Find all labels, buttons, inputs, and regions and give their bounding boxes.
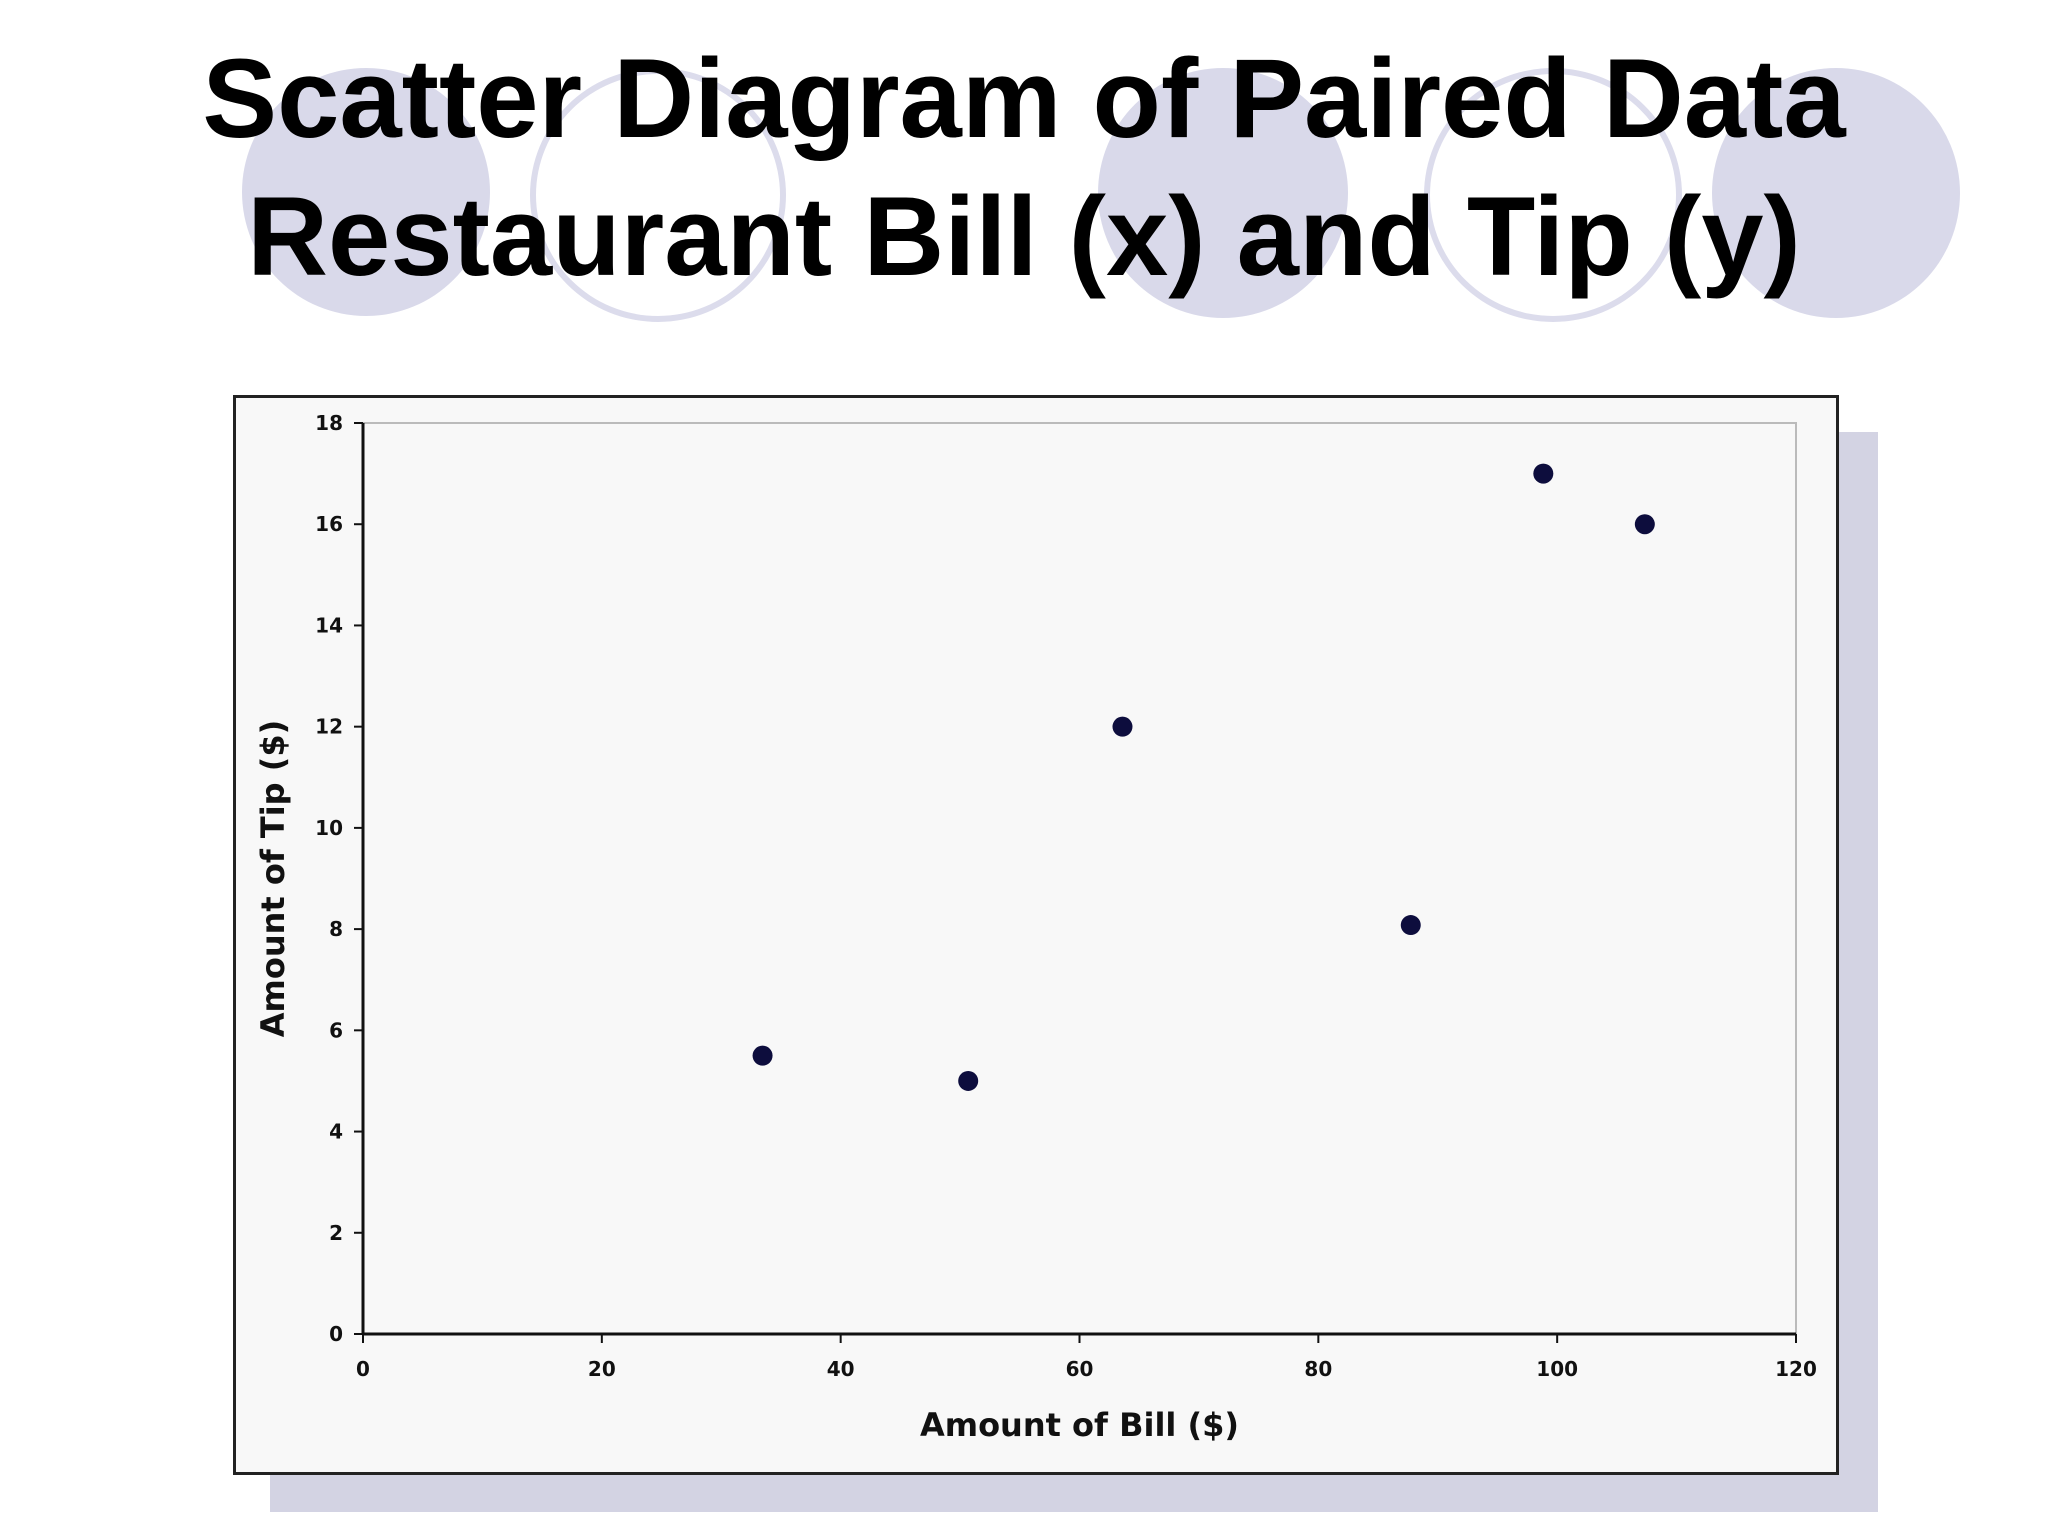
slide-title-line-1: Scatter Diagram of Paired Data: [202, 36, 1846, 161]
y-tick-label: 0: [329, 1322, 343, 1346]
y-axis-ticks: 0 2 4 6 8 10 12 14 16 18: [315, 411, 363, 1346]
x-tick-label: 20: [588, 1357, 616, 1381]
y-tick-label: 8: [329, 917, 343, 941]
scatter-plot: 0 2 4 6 8 10 12 14 16 18 0 20 40 60 80 100 120 Amount o…: [254, 411, 1817, 1444]
x-tick-label: 40: [827, 1357, 855, 1381]
data-point: [752, 1045, 773, 1066]
x-tick-label: 80: [1304, 1357, 1332, 1381]
data-point: [958, 1070, 979, 1091]
data-point: [1400, 915, 1421, 936]
x-tick-label: 120: [1775, 1357, 1817, 1381]
y-tick-label: 10: [315, 816, 343, 840]
x-axis-title: Amount of Bill ($): [920, 1406, 1239, 1444]
data-point: [1634, 514, 1655, 535]
slide-title: Scatter Diagram of Paired Data Restauran…: [0, 30, 2048, 306]
x-tick-label: 60: [1066, 1357, 1094, 1381]
decor-circle-2: [1098, 68, 1348, 318]
decor-circle-3: [1712, 68, 1960, 318]
y-axis-title: Amount of Tip ($): [254, 720, 292, 1038]
y-tick-label: 14: [315, 613, 343, 637]
x-tick-label: 0: [356, 1357, 370, 1381]
slide-title-line-2: Restaurant Bill (x) and Tip (y): [247, 174, 1801, 299]
plot-border: [362, 422, 1797, 1335]
decor-circle-1: [242, 68, 490, 316]
y-tick-label: 16: [315, 512, 343, 536]
chart-frame: 0 2 4 6 8 10 12 14 16 18 0 20 40 60 80 100 120 Amount o…: [233, 395, 1839, 1475]
y-tick-label: 12: [315, 715, 343, 739]
decor-ring-2: [1424, 68, 1682, 322]
x-tick-label: 100: [1536, 1357, 1578, 1381]
plot-area: [361, 422, 1797, 1336]
y-tick-label: 18: [315, 411, 343, 435]
x-axis-ticks: 0 20 40 60 80 100 120: [356, 1334, 1817, 1381]
y-tick-label: 2: [329, 1221, 343, 1245]
y-tick-label: 6: [329, 1018, 343, 1042]
data-point: [1533, 463, 1554, 484]
data-point: [1112, 716, 1133, 737]
decor-ring-1: [530, 68, 786, 322]
y-tick-label: 4: [329, 1120, 343, 1144]
data-points: [752, 463, 1655, 1091]
